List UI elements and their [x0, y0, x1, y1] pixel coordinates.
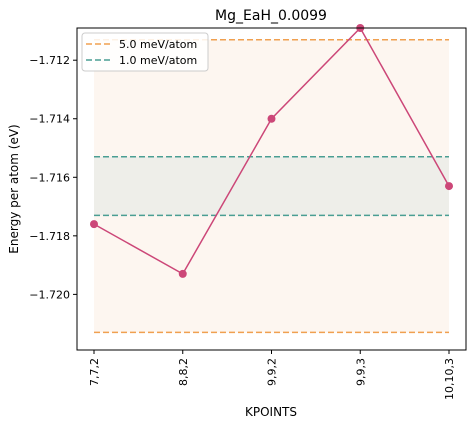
legend-box: [81, 32, 209, 72]
y-axis: −1.712 −1.714 −1.716 −1.718 −1.720: [29, 54, 77, 301]
x-tick-label-2: 9,9,2: [266, 358, 279, 386]
y-axis-label: Energy per atom (eV): [7, 124, 21, 253]
x-axis: 7,7,2 8,8,2 9,9,2 9,9,3 10,10,3: [88, 350, 456, 400]
legend: 5.0 meV/atom 1.0 meV/atom: [81, 32, 209, 72]
x-axis-label: KPOINTS: [245, 405, 297, 419]
y-tick-label-4: −1.720: [29, 288, 70, 301]
data-point-0: [90, 220, 98, 229]
chart-title: Mg_EaH_0.0099: [215, 8, 327, 24]
data-point-2: [267, 114, 276, 123]
y-tick-label-1: −1.714: [29, 113, 70, 126]
x-tick-label-1: 8,8,2: [177, 358, 190, 386]
x-tick-label-3: 9,9,3: [354, 358, 367, 386]
x-tick-label-4: 10,10,3: [443, 358, 456, 400]
tolerance-band-1: [94, 156, 449, 216]
plot-area: [90, 24, 453, 334]
y-tick-label-3: −1.718: [29, 230, 70, 243]
data-point-1: [178, 269, 187, 278]
x-tick-label-0: 7,7,2: [88, 358, 101, 386]
legend-label-0: 5.0 meV/atom: [119, 38, 197, 51]
legend-label-1: 1.0 meV/atom: [119, 54, 197, 67]
data-point-4: [445, 182, 453, 191]
y-tick-label-0: −1.712: [29, 54, 70, 67]
y-tick-label-2: −1.716: [29, 171, 70, 184]
